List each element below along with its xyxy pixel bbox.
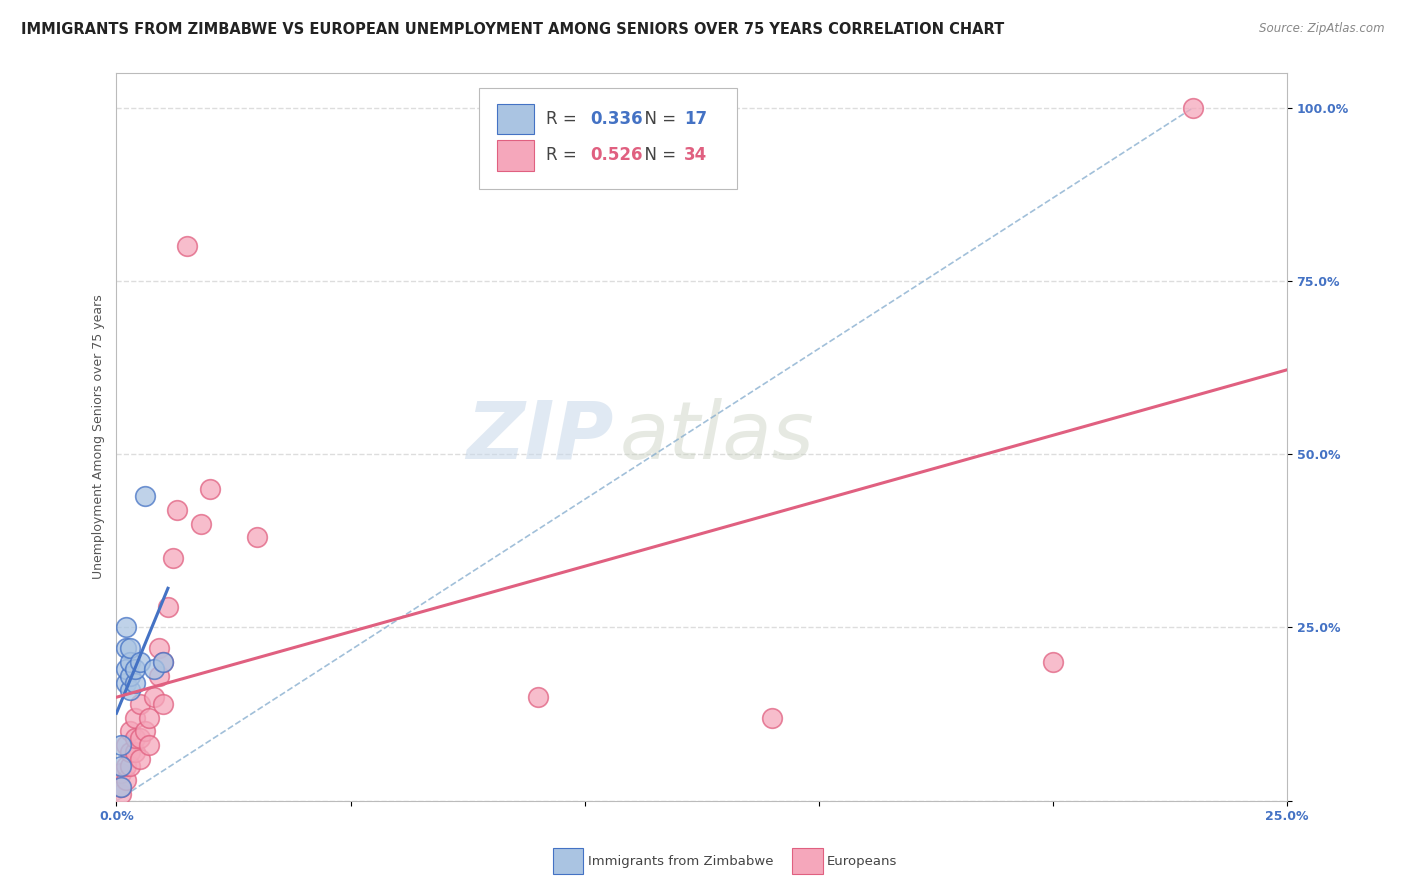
Point [110,766,132,780]
Text: Europeans: Europeans [827,855,897,868]
Point [1042,655,1064,669]
Point [114,739,136,753]
Point [124,731,146,746]
Point [114,676,136,690]
FancyBboxPatch shape [496,103,534,134]
Point [114,620,136,634]
Point [162,551,184,566]
Point [138,710,160,724]
Text: Immigrants from Zimbabwe: Immigrants from Zimbabwe [588,855,773,868]
Point [128,697,150,711]
Text: IMMIGRANTS FROM ZIMBABWE VS EUROPEAN UNEMPLOYMENT AMONG SENIORS OVER 75 YEARS CO: IMMIGRANTS FROM ZIMBABWE VS EUROPEAN UNE… [21,22,1004,37]
Point [176,239,198,253]
Point [156,599,179,614]
Point [142,662,165,676]
Point [114,759,136,773]
Point [110,787,132,801]
Point [124,676,146,690]
Point [114,662,136,676]
Text: 34: 34 [685,146,707,164]
Point [120,655,142,669]
Point [526,690,548,704]
Text: 0.526: 0.526 [591,146,643,164]
Text: 0.336: 0.336 [591,110,643,128]
Point [761,710,783,724]
Point [152,655,174,669]
Point [120,682,142,697]
FancyBboxPatch shape [479,87,737,189]
Text: R =: R = [546,146,582,164]
Point [134,489,156,503]
Text: Source: ZipAtlas.com: Source: ZipAtlas.com [1260,22,1385,36]
Point [120,641,142,656]
Point [120,759,142,773]
Point [138,739,160,753]
Point [114,641,136,656]
Point [124,662,146,676]
Text: R =: R = [546,110,582,128]
Point [152,655,174,669]
Point [246,530,269,544]
Point [110,780,132,794]
Text: N =: N = [634,110,681,128]
Text: 17: 17 [685,110,707,128]
Point [190,516,212,531]
Point [198,482,221,496]
Point [124,745,146,759]
Point [120,669,142,683]
Text: ZIP: ZIP [467,398,614,475]
Text: N =: N = [634,146,681,164]
Point [166,502,188,516]
Point [128,655,150,669]
Point [1182,101,1205,115]
Point [110,759,132,773]
Point [110,739,132,753]
Point [120,724,142,739]
Point [114,772,136,787]
Y-axis label: Unemployment Among Seniors over 75 years: Unemployment Among Seniors over 75 years [93,294,105,579]
Point [120,745,142,759]
Point [142,690,165,704]
Point [134,724,156,739]
Point [128,752,150,766]
Point [110,780,132,794]
Text: atlas: atlas [620,398,814,475]
FancyBboxPatch shape [496,140,534,170]
Point [148,669,170,683]
Point [152,697,174,711]
Point [128,731,150,746]
Point [124,710,146,724]
Point [148,641,170,656]
